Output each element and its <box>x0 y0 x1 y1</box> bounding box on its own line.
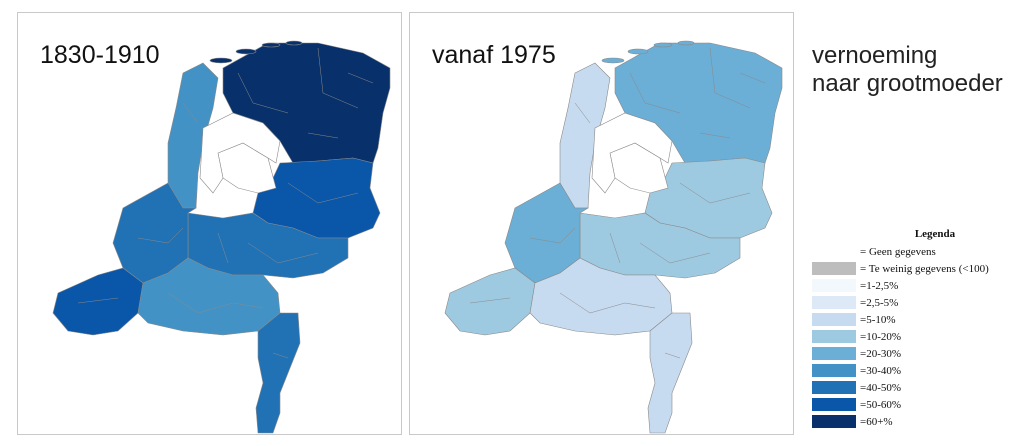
map-border <box>559 292 656 314</box>
legend-label: =2,5-5% <box>860 296 899 309</box>
legend-label: =30-40% <box>860 364 902 377</box>
caption-line-1: vernoeming <box>812 42 938 69</box>
legend-swatch <box>812 364 856 377</box>
map-region-wadden-island <box>235 48 257 55</box>
legend-swatch <box>812 398 856 411</box>
map-border <box>307 132 339 139</box>
legend-item: =30-40% <box>812 362 1018 379</box>
map-title-right: vanaf 1975 <box>432 41 556 69</box>
map-border <box>639 242 711 264</box>
caption-line-2: naar grootmoeder <box>812 70 1003 97</box>
legend-label: = Te weinig gegevens (<100) <box>860 262 989 275</box>
legend-item: =60+% <box>812 413 1018 430</box>
map-border <box>217 232 229 264</box>
legend-item: =2,5-5% <box>812 294 1018 311</box>
map-border <box>679 182 751 204</box>
legend-label: =60+% <box>860 415 893 428</box>
legend-title: Legenda <box>914 228 956 240</box>
map-region-wadden-island <box>261 42 281 48</box>
legend-swatch <box>812 279 856 292</box>
map-border <box>469 297 511 304</box>
map-region-north-holland <box>559 62 611 209</box>
map-panel-1830-1910: 1830-1910 <box>17 12 402 435</box>
legend-swatch <box>812 330 856 343</box>
legend-swatch <box>812 313 856 326</box>
map-region-ijsselmeer <box>591 112 673 194</box>
legend-item: =1-2,5% <box>812 277 1018 294</box>
legend-label: =10-20% <box>860 330 902 343</box>
map-border <box>709 47 751 109</box>
map-border <box>182 102 199 124</box>
map-region-limburg <box>255 312 301 434</box>
legend-label: =5-10% <box>860 313 896 326</box>
map-border <box>77 297 119 304</box>
choropleth-map-1830-1910 <box>52 40 391 434</box>
map-region-wadden-island <box>677 40 695 46</box>
legend-item: =10-20% <box>812 328 1018 345</box>
map-region-zeeland <box>444 267 536 336</box>
map-border <box>137 227 184 244</box>
legend-label: =40-50% <box>860 381 902 394</box>
choropleth-map-vanaf-1975 <box>444 40 783 434</box>
legend-swatch <box>812 415 856 428</box>
legend-swatch <box>812 381 856 394</box>
legend-swatch <box>812 347 856 360</box>
legend-label: = Geen gegevens <box>860 245 936 258</box>
map-title-left: 1830-1910 <box>40 41 160 69</box>
map-border <box>347 72 374 84</box>
map-border <box>272 352 289 359</box>
map-region-north-brabant <box>137 257 281 336</box>
legend-item: =5-10% <box>812 311 1018 328</box>
legend-item: = Geen gegevens <box>812 243 1018 260</box>
map-border <box>574 102 591 124</box>
legend-label: =50-60% <box>860 398 902 411</box>
figure-caption: vernoeming naar grootmoeder <box>812 42 1003 98</box>
legend-item: = Te weinig gegevens (<100) <box>812 260 1018 277</box>
map-border <box>699 132 731 139</box>
map-border <box>317 47 359 109</box>
map-border <box>167 292 264 314</box>
legend-items: = Geen gegevens = Te weinig gegevens (<10… <box>812 243 1018 430</box>
map-border <box>629 72 681 114</box>
map-panel-vanaf-1975: vanaf 1975 <box>409 12 794 435</box>
legend-swatch <box>812 296 856 309</box>
map-region-wadden-island <box>209 57 233 64</box>
map-region-wadden-island <box>285 40 303 46</box>
map-region-limburg <box>647 312 693 434</box>
map-border <box>739 72 766 84</box>
legend-label: =20-30% <box>860 347 902 360</box>
map-border <box>529 227 576 244</box>
legend-item: =20-30% <box>812 345 1018 362</box>
map-border <box>247 242 319 264</box>
map-region-ijsselmeer <box>199 112 281 194</box>
map-border <box>609 232 621 264</box>
map-region-north-holland <box>167 62 219 209</box>
legend-swatch <box>812 262 856 275</box>
legend-swatch <box>812 245 856 258</box>
map-region-wadden-island <box>627 48 649 55</box>
map-border <box>664 352 681 359</box>
map-region-wadden-island <box>653 42 673 48</box>
map-region-wadden-island <box>601 57 625 64</box>
legend-item: =50-60% <box>812 396 1018 413</box>
legend-label: =1-2,5% <box>860 279 899 292</box>
legend-item: =40-50% <box>812 379 1018 396</box>
legend: Legenda = Geen gegevens = Te weinig gegev… <box>812 228 1018 430</box>
map-region-zeeland <box>52 267 144 336</box>
map-border <box>237 72 289 114</box>
map-border <box>287 182 359 204</box>
map-region-north-brabant <box>529 257 673 336</box>
